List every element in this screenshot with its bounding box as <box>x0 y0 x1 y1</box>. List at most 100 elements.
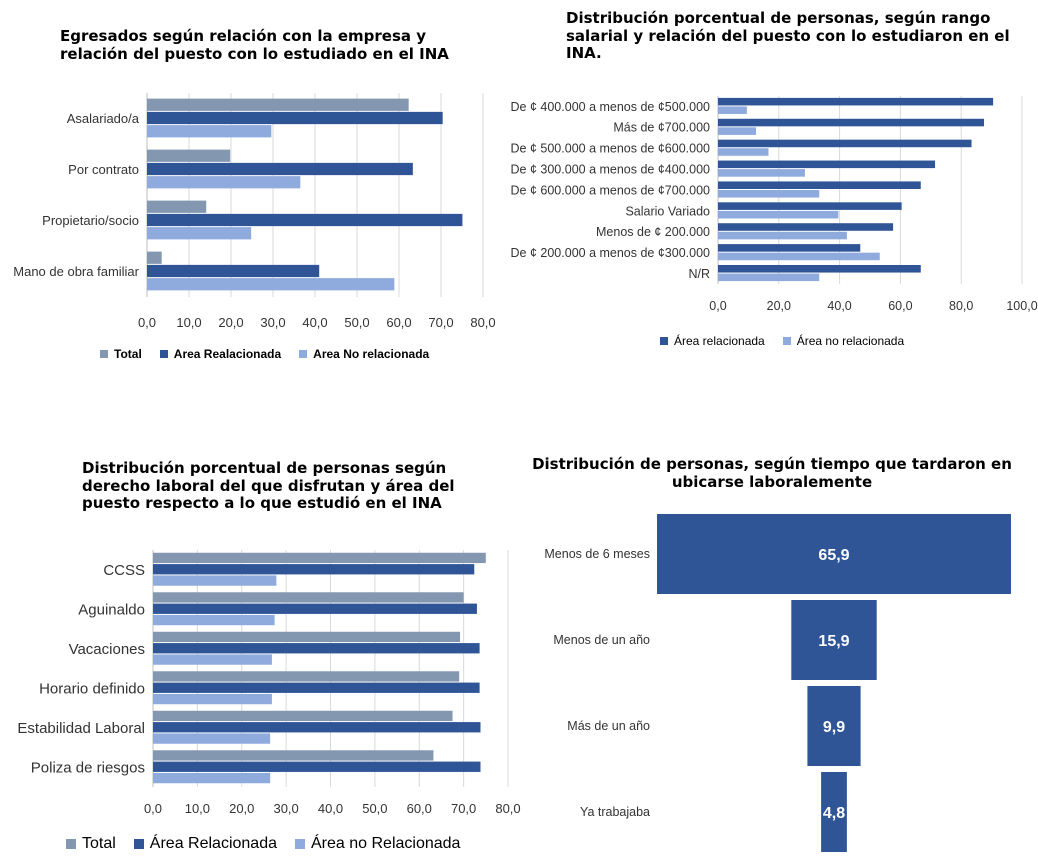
x-tick-label: 20,0 <box>218 315 243 330</box>
x-tick-label: 100,0 <box>1006 299 1037 313</box>
bar--rea-no-relacionada <box>718 106 747 115</box>
bar--rea-no-relacionada <box>718 169 805 177</box>
funnel-bar <box>807 686 861 766</box>
category-label: De ¢ 300.000 a menos de ¢400.000 <box>511 162 711 176</box>
legend-item-unrelated: Área no Relacionada <box>295 835 460 853</box>
bar--rea-relacionada <box>153 761 481 772</box>
bar--rea-relacionada <box>718 160 936 169</box>
bar--rea-no-relacionada <box>718 231 847 240</box>
legend-item-total: Total <box>100 347 142 361</box>
legend-swatch <box>159 350 168 358</box>
bar-area-no-relacionada <box>147 227 252 240</box>
x-tick-label: 70,0 <box>428 315 453 330</box>
chart-labor-rights: Distribución porcentual de personas segú… <box>0 440 520 856</box>
bar--rea-no-relacionada <box>718 190 820 198</box>
category-label: Estabilidad Laboral <box>17 720 145 737</box>
bar-chart-plot: 0,0 10,0 20,0 30,0 40,0 50,0 60,0 70,0 80,0 Asala… <box>13 93 496 330</box>
category-label: Poliza de riesgos <box>31 760 145 777</box>
category-label: Ya trabajaba <box>580 805 650 819</box>
bar-chart-plot: 0,0 10,0 20,0 30,0 40,0 50,0 60,0 70,0 80,0 CCSS A… <box>17 550 521 816</box>
legend-swatch <box>100 350 108 358</box>
x-tick-label: 70,0 <box>451 801 476 816</box>
x-tick-label: 40,0 <box>302 315 327 330</box>
x-tick-label: 80,0 <box>470 315 495 330</box>
chart-title: Distribución porcentual de personas, seg… <box>566 9 1010 63</box>
bar-total <box>147 251 162 264</box>
x-tick-label: 80,0 <box>949 299 973 313</box>
chart-title: Distribución porcentual de personas segú… <box>82 459 455 513</box>
category-label: De ¢ 400.000 a menos de ¢500.000 <box>511 100 711 114</box>
x-tick-label: 20,0 <box>229 801 254 816</box>
x-tick-label: 10,0 <box>176 315 201 330</box>
bar-total <box>147 200 207 213</box>
bar--rea-relacionada <box>718 97 994 106</box>
funnel-bar <box>791 600 877 680</box>
bar--rea-no-relacionada <box>153 575 277 586</box>
bar-total <box>147 149 231 162</box>
bar--rea-relacionada <box>718 223 894 231</box>
bar--rea-relacionada <box>718 118 984 127</box>
category-label: Horario definido <box>39 681 145 698</box>
x-tick-label: 40,0 <box>827 299 851 313</box>
bar--rea-no-relacionada <box>718 127 756 135</box>
data-label: 15,9 <box>818 633 849 650</box>
category-label: CCSS <box>103 562 145 579</box>
legend-item-related: Area Realacionada <box>159 347 282 361</box>
bar--rea-no-relacionada <box>718 148 769 156</box>
x-tick-label: 0,0 <box>138 315 156 330</box>
legend-label: Total <box>82 835 116 852</box>
legend-label: Área no Relacionada <box>311 835 461 852</box>
x-tick-label: 50,0 <box>344 315 369 330</box>
bar--rea-no-relacionada <box>153 733 271 744</box>
category-label: Aguinaldo <box>78 602 145 619</box>
legend-swatch <box>782 337 791 345</box>
data-label: 9,9 <box>823 719 845 736</box>
legend-label: Área no relacionada <box>796 334 905 348</box>
x-tick-label: 80,0 <box>495 801 520 816</box>
bar-total <box>153 631 461 643</box>
bar-area-realacionada <box>147 111 443 125</box>
bar--rea-relacionada <box>153 564 475 575</box>
legend-swatch <box>660 337 668 345</box>
bar--rea-no-relacionada <box>718 273 820 282</box>
funnel-bar <box>657 514 1011 594</box>
chart-title: Distribución de personas, según tiempo q… <box>532 455 1012 491</box>
bar--rea-no-relacionada <box>153 614 275 626</box>
category-label: Menos de un año <box>553 633 650 647</box>
legend-item-unrelated: Area No relacionada <box>299 347 429 361</box>
bar-area-no-relacionada <box>147 176 301 189</box>
bar-total <box>153 552 486 564</box>
bar-total <box>153 710 453 722</box>
x-tick-label: 60,0 <box>386 315 411 330</box>
legend-label: Total <box>114 347 142 361</box>
chart-employment-relation: Egresados según relación con la empresa … <box>0 0 520 380</box>
category-label: De ¢ 600.000 a menos de ¢700.000 <box>511 183 711 197</box>
data-label: 4,8 <box>823 805 845 822</box>
bar--rea-relacionada <box>153 682 480 693</box>
category-label: De ¢ 500.000 a menos de ¢600.000 <box>511 142 711 156</box>
x-tick-label: 0,0 <box>144 801 162 816</box>
x-tick-label: 0,0 <box>709 299 726 313</box>
funnel-chart-plot: 65,9 Menos de 6 meses 15,9 Menos de un año 9… <box>544 514 1011 852</box>
category-label: Vacaciones <box>69 641 145 658</box>
bar--rea-relacionada <box>718 139 972 148</box>
category-label: Asalariado/a <box>67 111 140 126</box>
bar-total <box>153 750 434 761</box>
chart-legend: Total Area Realacionada Area No relacion… <box>100 347 429 361</box>
bar--rea-relacionada <box>153 643 480 654</box>
bar-total <box>153 592 464 603</box>
chart-title: Egresados según relación con la empresa … <box>60 27 449 63</box>
bar--rea-no-relacionada <box>153 772 271 784</box>
legend-label: Área Relacionada <box>149 835 277 852</box>
legend-item-total: Total <box>66 835 116 853</box>
legend-item-related: Área relacionada <box>660 334 765 348</box>
category-label: Mano de obra familiar <box>13 264 139 279</box>
legend-label: Area Realacionada <box>173 347 282 361</box>
bar--rea-relacionada <box>153 603 477 614</box>
category-label: Más de un año <box>567 719 650 733</box>
bar-total <box>147 98 409 111</box>
category-label: Menos de ¢ 200.000 <box>596 225 710 239</box>
category-label: Más de ¢700.000 <box>613 121 710 135</box>
bar--rea-no-relacionada <box>153 654 272 665</box>
legend-item-unrelated: Área no relacionada <box>782 334 905 348</box>
